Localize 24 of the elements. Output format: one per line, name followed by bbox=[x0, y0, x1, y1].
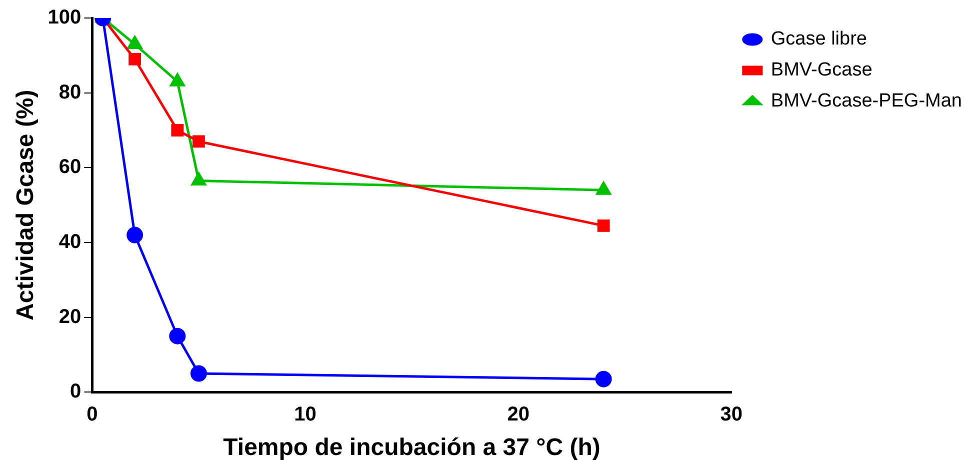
y-tick-label: 40 bbox=[58, 231, 82, 254]
y-axis-title: Actividad Gcase (%) bbox=[12, 90, 40, 320]
point bbox=[597, 219, 610, 232]
y-tick-label: 60 bbox=[58, 156, 82, 178]
x-tick-label: 0 bbox=[86, 404, 98, 426]
x-axis-title: Tiempo de incubación a 37 °C (h) bbox=[223, 434, 600, 462]
point bbox=[595, 370, 612, 388]
point bbox=[128, 52, 141, 66]
point bbox=[126, 226, 144, 244]
point bbox=[190, 365, 207, 382]
y-tick-label: 0 bbox=[70, 380, 82, 403]
x-tick-label: 30 bbox=[720, 404, 743, 426]
legend-label: BMV-Gcase bbox=[770, 60, 872, 81]
y-tick-label: 100 bbox=[48, 6, 82, 29]
x-tick-label: 20 bbox=[507, 404, 530, 426]
point bbox=[191, 172, 206, 186]
y-tick-label: 80 bbox=[58, 81, 82, 104]
y-tick-label: 20 bbox=[58, 306, 82, 328]
legend-label: Gcase libre bbox=[770, 28, 868, 50]
point bbox=[169, 328, 186, 344]
point bbox=[171, 124, 184, 136]
x-tick-label: 10 bbox=[294, 404, 316, 426]
point bbox=[192, 135, 205, 148]
legend-label: BMV-Gcase-PEG-Man bbox=[770, 90, 962, 112]
